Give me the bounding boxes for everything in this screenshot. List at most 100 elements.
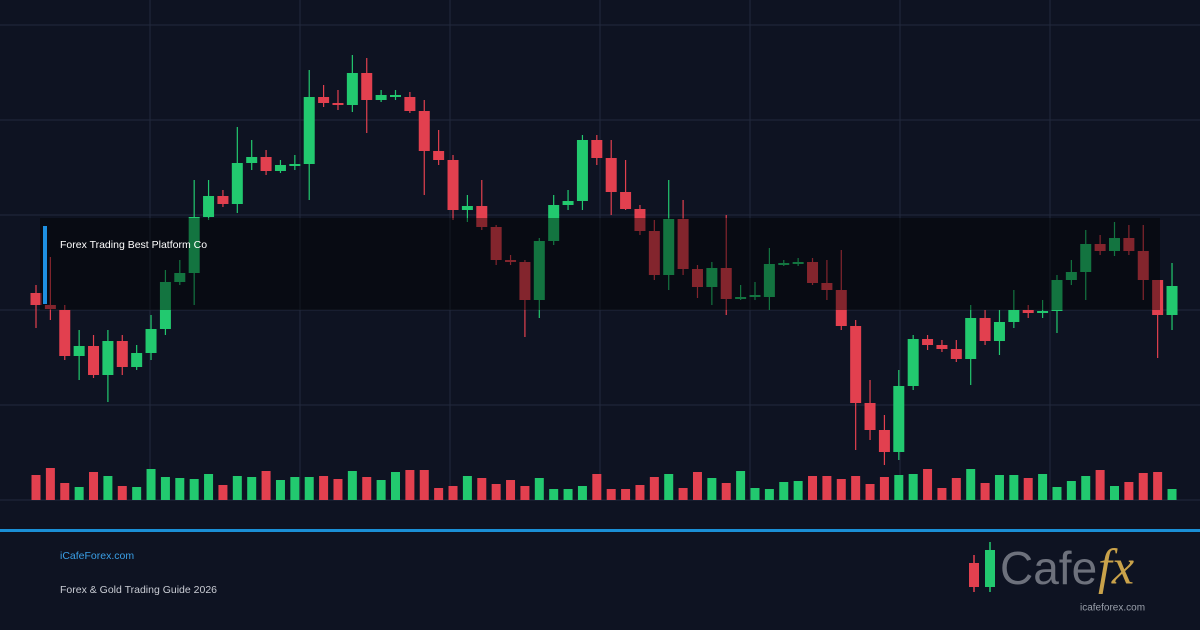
- candle-body: [850, 326, 862, 403]
- volume-bar: [635, 485, 645, 500]
- candle-body: [1166, 286, 1178, 315]
- candle-body: [533, 241, 545, 300]
- volume-bar: [491, 484, 501, 500]
- candle-body: [1123, 238, 1135, 251]
- candle-body: [490, 227, 502, 260]
- volume-bar: [937, 488, 947, 500]
- candle-body: [835, 290, 847, 326]
- volume-bar: [362, 477, 372, 500]
- candle-body: [145, 329, 157, 353]
- volume-bar: [606, 489, 616, 500]
- volume-bar: [563, 489, 573, 500]
- candle-body: [203, 196, 215, 217]
- volume-bar: [980, 483, 990, 500]
- candle-body: [878, 430, 890, 452]
- candle-body: [720, 268, 732, 299]
- candle-body: [663, 219, 675, 275]
- volume-bar: [1009, 475, 1019, 500]
- candle-body: [274, 165, 286, 171]
- volume-bar: [290, 477, 300, 500]
- volume-bar: [692, 472, 702, 500]
- volume-bar: [160, 477, 170, 500]
- candle-body: [361, 73, 373, 100]
- volume-bar: [1052, 487, 1062, 500]
- volume-bar: [678, 488, 688, 500]
- candle-body: [677, 219, 689, 269]
- volume-bar: [89, 472, 99, 500]
- candle-body: [390, 95, 401, 97]
- volume-bar: [60, 483, 70, 500]
- candle-body: [979, 318, 991, 341]
- candle-body: [735, 297, 747, 299]
- candle-body: [763, 264, 775, 297]
- volume-bar: [506, 480, 516, 500]
- volume-bar: [333, 479, 343, 500]
- candle-body: [88, 346, 100, 375]
- candle-body: [936, 345, 948, 349]
- volume-bar: [204, 474, 214, 500]
- volume-bar: [304, 477, 314, 500]
- candle-body: [1152, 280, 1164, 315]
- candle-body: [303, 97, 315, 164]
- volume-bar: [1081, 476, 1091, 500]
- volume-bar: [592, 474, 602, 500]
- annotation-text: Forex Trading Best Platform Co: [60, 239, 207, 251]
- candle-body: [893, 386, 905, 452]
- logo-candle: [969, 563, 979, 587]
- candle-body: [1080, 244, 1092, 272]
- candle-body: [476, 206, 488, 227]
- volume-bar: [117, 486, 127, 500]
- volume-bar: [649, 477, 659, 500]
- volume-bar: [1095, 470, 1105, 500]
- annotation-box: [40, 218, 1160, 310]
- volume-bar: [1023, 478, 1033, 500]
- volume-bar: [894, 475, 904, 500]
- volume-bar: [1066, 481, 1076, 500]
- volume-bar: [146, 469, 156, 500]
- candle-body: [1109, 238, 1120, 251]
- footer-subtitle: Forex & Gold Trading Guide 2026: [60, 584, 217, 596]
- volume-bar: [736, 471, 746, 500]
- candle-body: [418, 111, 430, 151]
- candle-body: [864, 403, 876, 430]
- candle-body: [447, 160, 459, 210]
- candle-body: [1137, 251, 1149, 280]
- volume-bar: [966, 469, 976, 500]
- volume-bar: [1124, 482, 1134, 500]
- candle-body: [922, 339, 934, 345]
- volume-bar: [908, 474, 918, 500]
- volume-bar: [1038, 474, 1048, 500]
- candle-body: [246, 157, 258, 163]
- candle-body: [174, 273, 186, 282]
- candle-body: [217, 196, 229, 204]
- volume-bar: [836, 479, 846, 500]
- volume-bar: [74, 487, 84, 500]
- candle-body: [1008, 310, 1020, 322]
- volume-bar: [261, 471, 271, 500]
- volume: [31, 468, 1177, 500]
- candle-body: [375, 95, 387, 100]
- candle-body: [116, 341, 128, 367]
- volume-bar: [319, 476, 329, 500]
- candles: [30, 55, 1178, 465]
- candle-body: [519, 262, 531, 300]
- volume-bar: [275, 480, 285, 500]
- candle-body: [548, 205, 560, 241]
- volume-bar: [707, 478, 717, 500]
- volume-bar: [549, 489, 559, 500]
- volume-bar: [621, 489, 631, 500]
- volume-bar: [477, 478, 487, 500]
- volume-bar: [879, 477, 889, 500]
- logo-url: icafeforex.com: [1080, 603, 1145, 614]
- candle-body: [231, 163, 243, 204]
- candle-body: [318, 97, 330, 103]
- candle-body: [102, 341, 114, 375]
- candle-body: [1065, 272, 1077, 280]
- candle-body: [159, 282, 171, 329]
- volume-bar: [750, 488, 760, 500]
- volume-bar: [405, 470, 415, 500]
- volume-bar: [520, 486, 530, 500]
- volume-bar: [865, 484, 875, 500]
- volume-bar: [132, 487, 142, 500]
